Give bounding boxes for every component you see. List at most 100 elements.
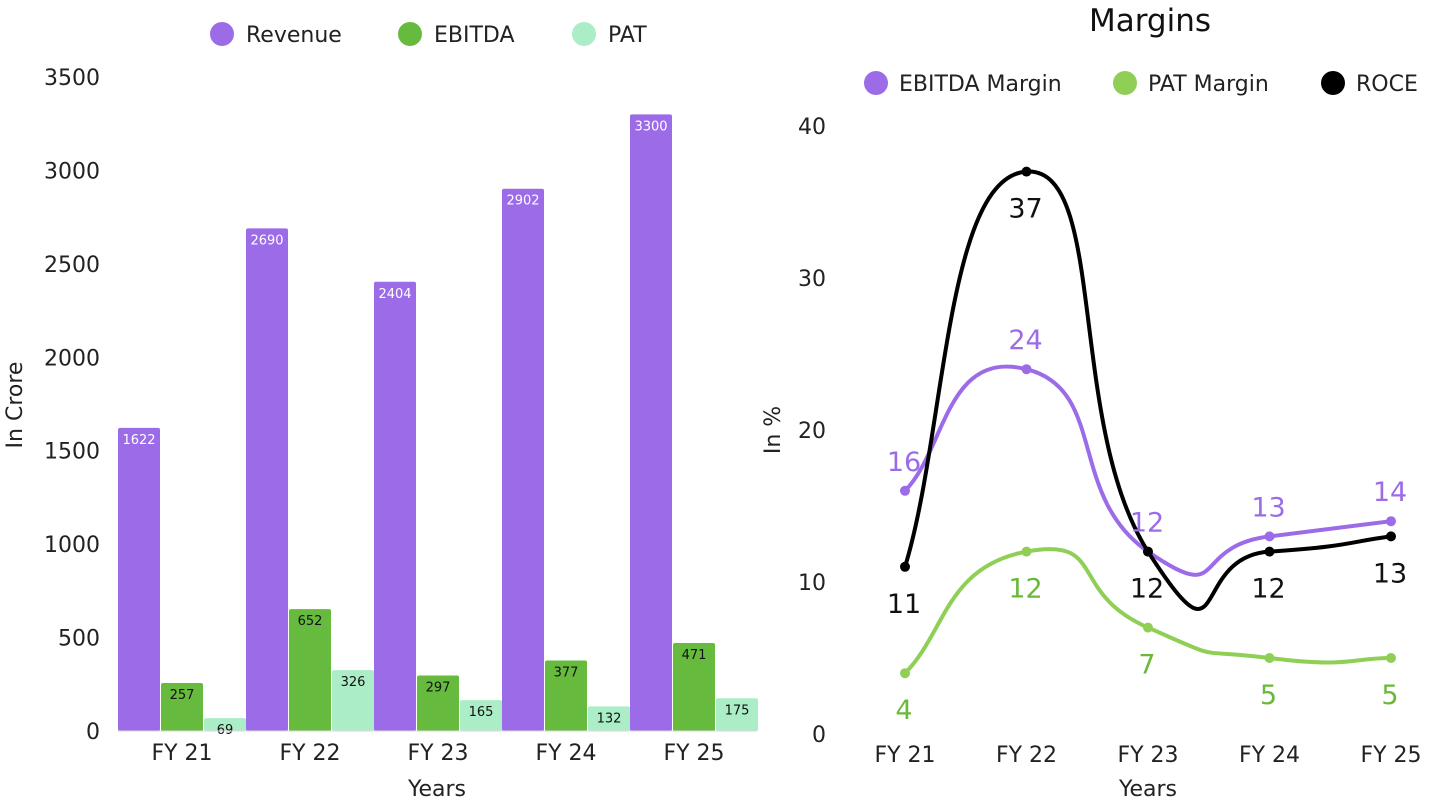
bar-chart-bars: 1622257692690652326240429716529023771323…	[118, 114, 758, 738]
data-label-roce-fy-23: 12	[1130, 574, 1164, 605]
bar-chart-x-axis-title: Years	[407, 777, 466, 802]
data-label-pat-fy-25: 175	[725, 703, 750, 718]
y-tick-label: 500	[58, 627, 100, 652]
data-label-pat-fy-22: 326	[341, 675, 366, 690]
y-tick-label: 20	[798, 419, 826, 444]
data-label-ebitda-margin-fy-22: 24	[1008, 325, 1042, 356]
bar-chart-legend: Revenue EBITDA PAT	[210, 22, 647, 48]
legend-label-ebitda: EBITDA	[434, 23, 515, 48]
line-chart-x-axis-title: Years	[1118, 777, 1177, 802]
bar-ebitda-fy-24	[545, 660, 587, 731]
line-chart-legend: EBITDA Margin PAT Margin ROCE	[864, 71, 1418, 97]
line-chart-data-labels: 16 24 12 13 14 4 12 7 5 5 11 37 12 12 13	[887, 194, 1407, 727]
data-label-ebitda-margin-fy-24: 13	[1251, 492, 1285, 523]
y-tick-label: 0	[812, 723, 826, 748]
bar-revenue-fy-22	[246, 228, 288, 731]
y-tick-label: 1000	[44, 533, 100, 558]
data-label-roce-fy-25: 13	[1373, 558, 1407, 589]
y-tick-label: 40	[798, 115, 826, 140]
line-pat-margin	[903, 547, 1393, 676]
data-label-roce-fy-24: 12	[1251, 574, 1285, 605]
data-label-ebitda-fy-24: 377	[554, 666, 579, 681]
point-pat-margin-fy-24	[1264, 653, 1275, 663]
bar-revenue-fy-23	[374, 281, 416, 731]
bar-chart-y-axis-title: In Crore	[3, 362, 28, 449]
legend-marker-pat-margin	[1113, 71, 1137, 95]
bar-chart: Revenue EBITDA PAT 0 500 1000 1500 2000 2500 300…	[3, 22, 758, 802]
point-ebitda-margin-fy-22	[1021, 364, 1032, 375]
point-pat-margin-fy-23	[1143, 622, 1153, 633]
line-chart-y-axis-title: In %	[761, 406, 786, 454]
data-label-ebitda-fy-21: 257	[170, 688, 195, 703]
point-roce-fy-22	[1021, 166, 1032, 177]
point-ebitda-margin-fy-25	[1386, 516, 1396, 527]
data-label-pat-fy-24: 132	[597, 711, 622, 726]
point-ebitda-margin-fy-24	[1264, 531, 1275, 542]
point-pat-margin-fy-22	[1021, 546, 1032, 557]
legend-label-pat-margin: PAT Margin	[1148, 72, 1269, 97]
point-pat-margin-fy-25	[1386, 653, 1396, 663]
data-label-pat-margin-fy-24: 5	[1260, 680, 1277, 711]
y-tick-label: 3000	[44, 159, 100, 184]
legend-label-pat: PAT	[608, 23, 647, 48]
data-label-ebitda-fy-23: 297	[426, 681, 451, 696]
bar-chart-y-axis: 0 500 1000 1500 2000 2500 3000 3500	[44, 66, 100, 745]
point-pat-margin-fy-21	[900, 668, 910, 679]
x-tick-label: FY 25	[663, 741, 724, 766]
line-ebitda-margin	[903, 364, 1393, 577]
point-roce-fy-24	[1264, 546, 1275, 557]
legend-marker-pat	[572, 22, 596, 46]
x-tick-label: FY 24	[535, 741, 596, 766]
y-tick-label: 10	[798, 571, 826, 596]
legend-marker-revenue	[210, 22, 234, 46]
bar-revenue-fy-24	[502, 188, 544, 731]
y-tick-label: 0	[86, 720, 100, 745]
x-tick-label: FY 21	[874, 743, 935, 768]
y-tick-label: 3500	[44, 66, 100, 91]
x-tick-label: FY 21	[151, 741, 212, 766]
data-label-ebitda-margin-fy-21: 16	[887, 447, 921, 478]
data-label-revenue-fy-23: 2404	[378, 287, 411, 302]
data-label-pat-margin-fy-22: 12	[1008, 574, 1042, 605]
x-tick-label: FY 22	[996, 743, 1057, 768]
line-chart-x-axis: FY 21 FY 22 FY 23 FY 24 FY 25	[874, 743, 1421, 768]
bar-pat-fy-23	[460, 700, 502, 731]
line-chart: Margins EBITDA Margin PAT Margin ROCE 0 10 2…	[761, 3, 1422, 802]
bar-revenue-fy-21	[118, 427, 160, 731]
bar-ebitda-fy-22	[289, 609, 331, 731]
data-label-ebitda-margin-fy-25: 14	[1373, 477, 1407, 508]
bar-ebitda-fy-21	[161, 682, 203, 731]
data-label-revenue-fy-22: 2690	[250, 233, 283, 248]
data-label-ebitda-fy-22: 652	[298, 614, 323, 629]
bar-pat-fy-22	[332, 670, 374, 731]
bar-pat-fy-25	[716, 698, 758, 731]
data-label-ebitda-fy-25: 471	[682, 648, 707, 663]
data-label-roce-fy-21: 11	[887, 589, 921, 620]
line-chart-title: Margins	[1089, 3, 1211, 39]
legend-label-revenue: Revenue	[246, 23, 342, 48]
line-chart-series	[900, 166, 1396, 679]
data-label-ebitda-margin-fy-23: 12	[1130, 508, 1164, 539]
bar-pat-fy-24	[588, 706, 630, 731]
legend-label-ebitda-margin: EBITDA Margin	[899, 72, 1062, 97]
y-tick-label: 2500	[44, 253, 100, 278]
bar-ebitda-fy-25	[673, 642, 715, 731]
x-tick-label: FY 22	[279, 741, 340, 766]
data-label-pat-fy-23: 165	[469, 705, 494, 720]
y-tick-label: 30	[798, 267, 826, 292]
point-roce-fy-21	[900, 561, 910, 572]
bar-revenue-fy-25	[630, 114, 672, 731]
line-roce	[903, 169, 1393, 611]
x-tick-label: FY 23	[407, 741, 468, 766]
point-roce-fy-25	[1386, 531, 1396, 542]
bar-chart-x-axis: FY 21 FY 22 FY 23 FY 24 FY 25	[151, 741, 724, 766]
legend-marker-ebitda	[398, 22, 422, 46]
data-label-pat-margin-fy-23: 7	[1138, 650, 1155, 681]
legend-marker-roce	[1321, 71, 1345, 95]
x-tick-label: FY 23	[1117, 743, 1178, 768]
bar-ebitda-fy-23	[417, 675, 459, 731]
legend-label-roce: ROCE	[1356, 72, 1418, 97]
data-label-revenue-fy-24: 2902	[506, 194, 539, 209]
x-tick-label: FY 24	[1239, 743, 1300, 768]
